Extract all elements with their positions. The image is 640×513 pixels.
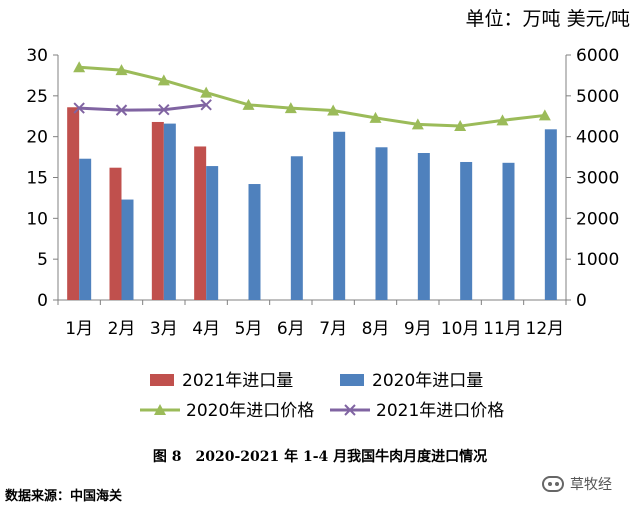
x-tick-label: 8月 — [362, 319, 390, 339]
point-2020-price — [411, 118, 424, 130]
line-2020-price — [79, 65, 546, 128]
x-tick-label: 2月 — [108, 319, 136, 339]
bar-2020-volume — [460, 161, 473, 300]
bar-2020-volume — [502, 162, 515, 300]
left-tick-label: 30 — [26, 46, 48, 66]
left-tick-label: 25 — [26, 87, 48, 107]
bar-2020-volume — [79, 158, 92, 300]
figure-caption: 图 8 2020-2021 年 1-4 月我国牛肉月度进口情况 — [152, 449, 488, 465]
point-2021-price — [200, 99, 212, 111]
bar-2020-volume — [206, 166, 219, 300]
left-tick-label: 15 — [26, 169, 48, 189]
legend-label: 2020年进口价格 — [186, 401, 314, 421]
right-tick-label: 4000 — [576, 128, 619, 148]
right-tick-label: 5000 — [576, 87, 619, 107]
legend-marker — [344, 404, 356, 416]
legend-label: 2021年进口量 — [182, 371, 293, 391]
right-tick-label: 6000 — [576, 46, 619, 66]
x-tick-label: 5月 — [235, 319, 263, 339]
x-tick-label: 12月 — [526, 319, 565, 339]
data-source: 数据来源：中国海关 — [5, 489, 123, 504]
wechat-icon — [542, 476, 564, 492]
bar-2021-volume — [194, 146, 207, 300]
watermark-text: 草牧经 — [570, 477, 612, 493]
bar-2020-volume — [375, 147, 388, 300]
line-2021-price — [79, 103, 207, 112]
x-tick-label: 11月 — [483, 319, 522, 339]
x-tick-label: 1月 — [65, 319, 93, 339]
bar-2021-volume — [109, 167, 122, 300]
legend-swatch — [340, 374, 364, 386]
point-2021-price — [158, 104, 170, 116]
point-2020-price — [454, 120, 467, 132]
left-tick-label: 10 — [26, 209, 48, 229]
legend-swatch — [150, 374, 174, 386]
x-tick-label: 4月 — [192, 319, 220, 339]
bar-2020-volume — [544, 129, 557, 300]
right-tick-label: 2000 — [576, 209, 619, 229]
right-tick-label: 3000 — [576, 169, 619, 189]
bar-2020-volume — [290, 156, 303, 300]
bar-2021-volume — [151, 121, 164, 300]
point-2020-price — [538, 109, 551, 121]
unit-label: 单位：万吨 美元/吨 — [465, 8, 630, 30]
right-tick-label: 1000 — [576, 250, 619, 270]
combo-chart: 0 5 10 15 20 25 30 0 1000 2000 3000 4000 5000 6000 1月 2… — [26, 46, 619, 421]
left-tick-label: 5 — [37, 250, 48, 270]
point-2020-price — [200, 86, 213, 98]
watermark: 草牧经 — [542, 474, 612, 494]
legend-label: 2021年进口价格 — [376, 401, 504, 421]
legend-label: 2020年进口量 — [372, 371, 483, 391]
point-2020-price — [115, 64, 128, 76]
point-2020-price — [242, 98, 255, 110]
left-tick-label: 0 — [37, 291, 48, 311]
bar-2020-volume — [163, 123, 176, 300]
point-2021-price — [115, 104, 128, 116]
bar-2020-volume — [417, 153, 430, 300]
point-2020-price — [327, 104, 340, 116]
x-tick-label: 3月 — [150, 319, 178, 339]
right-tick-label: 0 — [576, 291, 587, 311]
point-2020-price — [369, 111, 382, 123]
legend-marker — [154, 404, 166, 415]
point-2021-price — [73, 102, 85, 114]
bar-2020-volume — [248, 184, 261, 300]
point-2020-price — [284, 102, 297, 114]
left-tick-label: 20 — [26, 128, 48, 148]
x-tick-label: 6月 — [277, 319, 305, 339]
x-tick-label: 9月 — [404, 319, 432, 339]
bar-2021-volume — [67, 107, 80, 301]
x-tick-label: 7月 — [319, 319, 347, 339]
point-2020-price — [73, 61, 86, 73]
point-2020-price — [157, 74, 170, 86]
x-tick-label: 10月 — [441, 319, 480, 339]
point-2020-price — [496, 114, 509, 126]
bar-2020-volume — [333, 131, 346, 300]
bar-2020-volume — [121, 199, 134, 300]
